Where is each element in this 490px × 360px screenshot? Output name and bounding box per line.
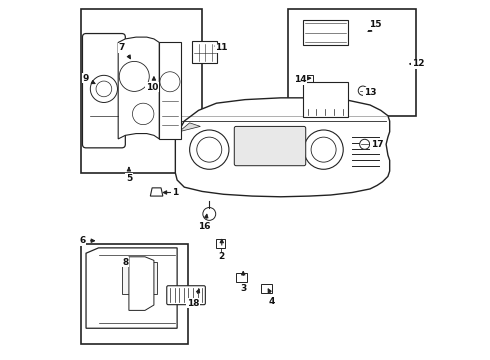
Text: 16: 16 [197,222,210,231]
Text: 15: 15 [369,20,382,29]
Text: 6: 6 [79,236,86,245]
Text: 4: 4 [269,297,275,306]
Text: 3: 3 [240,284,246,293]
Bar [304,75,313,82]
Circle shape [90,75,118,103]
Text: 9: 9 [83,74,89,83]
Polygon shape [179,123,200,132]
Circle shape [360,139,369,149]
Text: 11: 11 [216,43,228,52]
Text: 12: 12 [412,59,424,68]
Circle shape [304,130,343,169]
PathPatch shape [150,188,163,196]
Circle shape [197,137,222,162]
PathPatch shape [175,98,390,197]
FancyBboxPatch shape [234,126,306,166]
Bar [81,9,202,173]
Circle shape [311,137,336,162]
PathPatch shape [159,42,181,139]
Bar [288,9,416,116]
Circle shape [203,207,216,220]
Text: 5: 5 [126,174,132,183]
Text: 8: 8 [122,258,128,267]
Bar [217,239,225,248]
Text: 13: 13 [364,88,376,97]
Circle shape [190,130,229,169]
FancyBboxPatch shape [192,41,218,63]
Circle shape [119,62,149,91]
Bar [261,284,272,293]
Text: 14: 14 [294,76,307,85]
PathPatch shape [129,257,154,310]
Circle shape [160,72,180,92]
Text: 18: 18 [187,299,199,308]
Bar [122,262,157,294]
FancyBboxPatch shape [303,20,348,45]
FancyBboxPatch shape [82,33,125,148]
FancyBboxPatch shape [167,286,205,305]
PathPatch shape [118,37,159,139]
Bar [236,273,247,282]
Text: 1: 1 [172,188,178,197]
Bar [81,244,188,344]
FancyBboxPatch shape [303,82,348,117]
Text: 10: 10 [146,83,158,92]
Text: 7: 7 [119,43,125,52]
Circle shape [96,81,112,97]
Circle shape [358,86,368,95]
Text: 17: 17 [371,140,384,149]
Circle shape [132,103,154,125]
Text: 2: 2 [219,252,225,261]
PathPatch shape [86,248,177,328]
